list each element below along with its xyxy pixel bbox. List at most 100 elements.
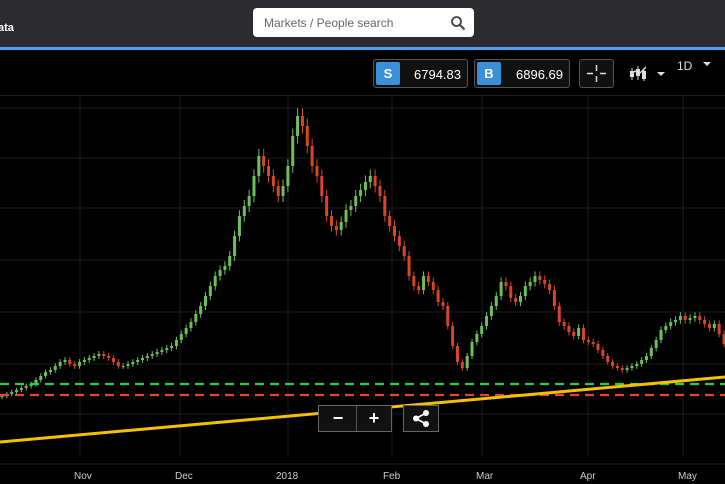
- candle-body: [630, 366, 634, 368]
- candle-body: [567, 326, 571, 332]
- candle-body: [281, 186, 285, 196]
- candle-body: [499, 282, 503, 296]
- candle-body: [480, 326, 484, 334]
- candle-body: [204, 296, 208, 306]
- candle-body: [252, 176, 256, 196]
- candle-body: [334, 226, 338, 230]
- crosshair-button[interactable]: [579, 59, 614, 88]
- candle-body: [606, 356, 610, 362]
- candle-body: [417, 286, 421, 290]
- candle-body: [24, 386, 28, 388]
- candle-body: [518, 296, 522, 302]
- candle-body: [339, 222, 343, 230]
- x-axis-label-apr: Apr: [580, 471, 596, 482]
- candle-body: [121, 366, 125, 367]
- candle-body: [184, 328, 188, 334]
- x-axis-label-2018: 2018: [276, 471, 299, 482]
- candle-body: [407, 256, 411, 276]
- candle-body: [388, 216, 392, 226]
- candle-body: [533, 276, 537, 282]
- candle-body: [213, 276, 217, 286]
- candle-body: [276, 186, 280, 196]
- candle-body: [548, 284, 552, 290]
- candle-body: [422, 276, 426, 290]
- candle-body: [53, 366, 57, 370]
- candle-body: [170, 346, 174, 348]
- candle-body: [436, 290, 440, 302]
- candle-body: [528, 282, 532, 286]
- chevron-down-icon: [702, 62, 711, 66]
- candle-body: [262, 156, 266, 166]
- candle-body: [34, 380, 38, 384]
- candle-body: [373, 176, 377, 186]
- candle-body: [247, 196, 251, 206]
- candle-body: [218, 270, 222, 276]
- candle-body: [208, 286, 212, 296]
- candle-body: [586, 340, 590, 342]
- candle-body: [0, 396, 4, 398]
- candle-body: [712, 324, 716, 328]
- candle-body: [635, 364, 639, 366]
- candle-body: [669, 322, 673, 326]
- chevron-down-icon: [657, 72, 665, 76]
- brand-name-fragment: ata: [0, 22, 14, 34]
- candle-body: [194, 314, 198, 322]
- candle-body: [431, 282, 435, 290]
- candle-body: [703, 320, 707, 324]
- sell-price-button[interactable]: S 6794.83: [373, 59, 468, 88]
- candle-body: [228, 256, 232, 266]
- candle-body: [344, 210, 348, 222]
- candle-body: [325, 196, 329, 216]
- candle-body: [611, 362, 615, 366]
- candle-body: [664, 326, 668, 330]
- candle-body: [397, 236, 401, 246]
- candle-body: [683, 316, 687, 320]
- x-axis-label-may: May: [678, 471, 697, 482]
- candle-body: [572, 332, 576, 336]
- candle-body: [460, 362, 464, 368]
- buy-price-button[interactable]: B 6896.69: [474, 59, 570, 88]
- candle-body: [82, 360, 86, 362]
- candle-body: [359, 190, 363, 196]
- candle-body: [354, 196, 358, 206]
- zoom-in-button[interactable]: +: [356, 406, 391, 431]
- candle-body: [155, 352, 159, 354]
- candle-body: [640, 360, 644, 364]
- crosshair-icon: [587, 65, 606, 82]
- candle-body: [111, 358, 115, 362]
- price-chart[interactable]: [0, 96, 725, 484]
- candle-body: [310, 146, 314, 166]
- candle-body: [368, 176, 372, 182]
- search-icon[interactable]: [450, 15, 466, 31]
- candle-body: [717, 324, 721, 334]
- candle-body: [378, 186, 382, 196]
- timeframe-selector[interactable]: 1D: [677, 59, 714, 73]
- chart-type-button[interactable]: [628, 62, 668, 86]
- candle-body: [426, 276, 430, 282]
- zoom-out-button[interactable]: −: [332, 408, 344, 428]
- candle-body: [92, 356, 96, 358]
- candle-body: [698, 316, 702, 320]
- candle-body: [179, 334, 183, 340]
- candle-body: [141, 358, 145, 360]
- candle-body: [257, 156, 261, 176]
- candle-body: [402, 246, 406, 256]
- markets-people-search-input[interactable]: Markets / People search: [253, 8, 474, 37]
- candle-body: [557, 306, 561, 322]
- share-button[interactable]: [403, 405, 439, 432]
- candle-body: [10, 392, 14, 394]
- candle-body: [136, 360, 140, 362]
- candle-body: [102, 354, 106, 356]
- candle-body: [271, 176, 275, 186]
- candle-body: [620, 368, 624, 370]
- candle-body: [504, 282, 508, 286]
- candle-body: [242, 206, 246, 216]
- timeframe-label: 1D: [677, 59, 693, 73]
- candle-body: [659, 330, 663, 340]
- candle-body: [87, 358, 91, 360]
- candle-body: [19, 388, 23, 390]
- candle-body: [688, 318, 692, 320]
- candle-body: [233, 236, 237, 256]
- candle-body: [296, 116, 300, 136]
- candle-body: [562, 322, 566, 326]
